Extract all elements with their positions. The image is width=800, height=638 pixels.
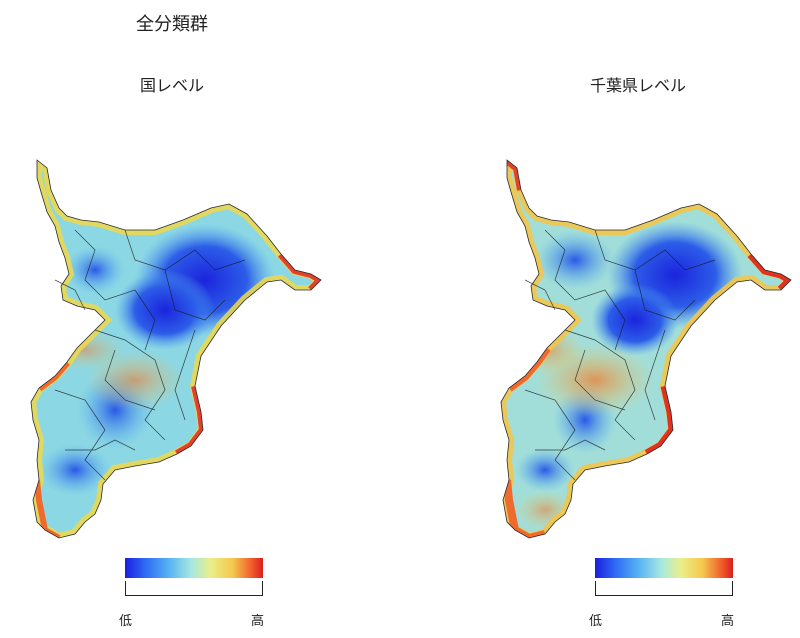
legend-axis — [125, 581, 263, 596]
main-title: 全分類群 — [136, 14, 208, 35]
panel-title-national: 国レベル — [140, 76, 205, 95]
legend-axis — [595, 581, 733, 596]
legend-low-label: 低 — [589, 614, 603, 629]
color-scale-bar — [125, 558, 263, 578]
legend-national: 低 高 — [115, 558, 275, 638]
national-level-panel: 国レベル — [15, 76, 345, 638]
color-scale-bar — [595, 558, 733, 578]
prefecture-level-panel: 千葉県レベル — [400, 0, 800, 638]
choropleth-map-national — [15, 150, 345, 550]
legend-high-label: 高 — [721, 614, 735, 629]
panel-title-prefecture: 千葉県レベル — [590, 76, 687, 95]
legend-low-label: 低 — [119, 614, 133, 629]
legend-prefecture: 低 高 — [585, 558, 745, 638]
legend-high-label: 高 — [251, 614, 265, 629]
map-svg-national — [30, 159, 322, 539]
choropleth-map-prefecture — [485, 150, 800, 550]
map-svg-prefecture — [500, 159, 792, 539]
